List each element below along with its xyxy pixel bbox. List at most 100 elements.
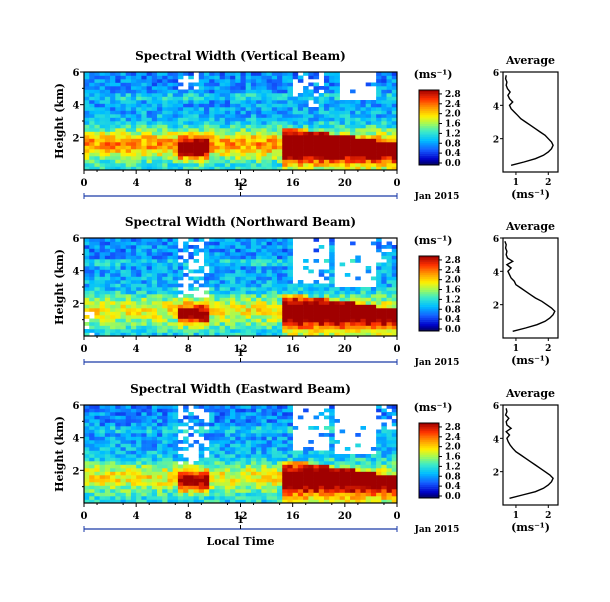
heatmap-cell (329, 329, 335, 333)
heatmap-cell (115, 245, 121, 249)
heatmap-cell (334, 457, 340, 462)
heatmap-cell (303, 121, 309, 125)
heatmap-cell (141, 426, 147, 430)
heatmap-cell (209, 301, 215, 305)
heatmap-cell (266, 315, 273, 319)
heatmap-cell (214, 454, 220, 458)
heatmap-cell (287, 159, 293, 164)
heatmap-cell (292, 114, 299, 118)
heatmap-cell (209, 248, 215, 253)
heatmap-cell (203, 96, 210, 101)
heatmap-cell (308, 138, 314, 143)
heatmap-cell (146, 269, 153, 274)
heatmap-cell (277, 103, 283, 108)
heatmap-cell (355, 124, 361, 129)
heatmap-cell (167, 419, 173, 423)
heatmap-cell (120, 107, 127, 111)
heatmap-cell (365, 159, 372, 164)
heatmap-cell (172, 252, 179, 256)
heatmap-cell (84, 447, 90, 451)
heatmap-cell (230, 152, 236, 157)
x-tick-label: 20 (338, 511, 352, 522)
heatmap-cell (172, 447, 179, 451)
heatmap-cell (287, 142, 293, 146)
heatmap-cell (177, 166, 184, 171)
heatmap-cell (381, 318, 387, 323)
colorbar-step (419, 299, 439, 302)
panel-title: Spectral Width (Vertical Beam) (135, 49, 346, 63)
heatmap-cell (89, 276, 95, 281)
heatmap-cell (245, 128, 252, 132)
heatmap-cell (391, 131, 398, 136)
heatmap-cell (110, 117, 116, 122)
heatmap-cell (99, 447, 106, 451)
heatmap-cell (110, 93, 116, 97)
heatmap-cell (188, 255, 194, 260)
heatmap-cell (323, 450, 330, 455)
heatmap-cell (235, 241, 241, 246)
heatmap-cell (136, 482, 142, 486)
heatmap-cell (261, 103, 267, 108)
heatmap-cell (193, 131, 200, 136)
heatmap-cell (115, 152, 121, 157)
heatmap-cell (172, 440, 179, 444)
heatmap-cell (282, 325, 288, 330)
heatmap-cell (277, 450, 283, 455)
heatmap-cell (230, 499, 236, 504)
heatmap-cell (120, 471, 127, 476)
heatmap-cell (115, 266, 121, 270)
heatmap-cell (188, 93, 194, 97)
heatmap-cell (125, 269, 132, 274)
heatmap-cell (219, 107, 226, 111)
colorbar-step (419, 282, 439, 285)
heatmap-cell (120, 100, 127, 104)
heatmap-cell (219, 89, 226, 94)
heatmap-cell (177, 159, 184, 164)
heatmap-cell (266, 280, 273, 284)
colorbar-step (419, 439, 439, 443)
colorbar-tick-label: 0.8 (445, 305, 461, 315)
heatmap-cell (203, 262, 210, 267)
heatmap-cell (313, 426, 320, 430)
heatmap-cell (136, 103, 142, 108)
heatmap-cell (104, 426, 111, 430)
heatmap-cell (219, 468, 226, 472)
heatmap-cell (344, 156, 351, 160)
heatmap-cell (256, 332, 262, 337)
colorbar-step (419, 144, 439, 147)
heatmap-cell (188, 304, 194, 309)
heatmap-cell (350, 329, 356, 333)
heatmap-cell (329, 128, 335, 132)
heatmap-cell (162, 322, 168, 326)
heatmap-cell (271, 464, 278, 469)
heatmap-cell (110, 489, 116, 493)
heatmap-cell (130, 276, 137, 281)
heatmap-cell (339, 290, 346, 295)
heatmap-cell (115, 294, 121, 298)
heatmap-cell (318, 412, 325, 416)
heatmap-cell (386, 478, 393, 483)
heatmap-cell (381, 245, 387, 249)
heatmap-cell (282, 107, 288, 111)
heatmap-cell (224, 255, 231, 260)
heatmap-cell (198, 96, 205, 101)
heatmap-cell (130, 262, 137, 267)
heatmap-cell (136, 304, 142, 309)
heatmap-cell (344, 166, 351, 171)
colorbar-step (419, 438, 439, 441)
heatmap-cell (250, 489, 257, 493)
heatmap-cell (350, 166, 356, 171)
heatmap-cell (381, 297, 387, 302)
heatmap-cell (172, 138, 179, 143)
heatmap-cell (157, 131, 163, 136)
heatmap-cell (271, 72, 278, 76)
heatmap-cell (110, 273, 116, 277)
heatmap-cell (277, 329, 283, 333)
heatmap-cell (219, 294, 226, 298)
heatmap-cell (365, 269, 372, 274)
heatmap-cell (308, 93, 314, 97)
heatmap-cell (115, 135, 121, 139)
average-x-tick-label: 2 (545, 511, 551, 521)
heatmap-cell (209, 96, 215, 101)
heatmap-cell (104, 457, 111, 462)
